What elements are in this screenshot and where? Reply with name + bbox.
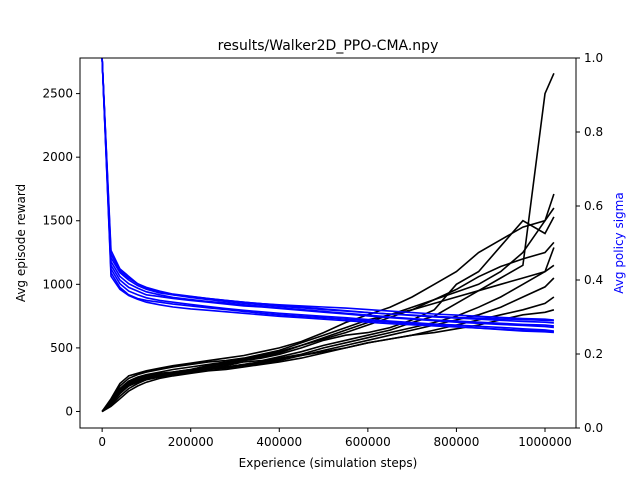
y2-tick-label: 0.0 [584,421,603,435]
x-tick-label: 600000 [345,435,391,449]
sigma-series-line-5 [101,57,555,332]
x-axis-ticks: 0 200000 400000 600000 800000 1000000 [98,428,572,449]
y2-tick-label: 0.4 [584,273,603,287]
y-tick-label: 500 [50,341,73,355]
plot-frame [79,57,577,429]
x-tick-label: 800000 [434,435,480,449]
sigma-series-line-7 [101,57,554,333]
sigma-series-group [101,57,555,334]
y-axis-ticks: 0 500 1000 1500 2000 2500 [42,87,80,418]
reward-series-line-7 [101,207,555,412]
y-tick-label: 1000 [42,277,73,291]
y-axis-label: Avg episode reward [14,184,28,302]
reward-series-line-3 [101,193,555,413]
y2-axis-label: Avg policy sigma [612,192,626,293]
y2-tick-label: 0.2 [584,347,603,361]
reward-series-line-1 [101,216,555,413]
y-tick-label: 1500 [42,214,73,228]
x-tick-label: 200000 [168,435,214,449]
reward-series-line-4 [101,247,555,413]
y2-tick-label: 0.8 [584,125,603,139]
y2-axis-ticks: 0.0 0.2 0.4 0.6 0.8 1.0 [576,51,603,435]
y2-tick-label: 0.6 [584,199,603,213]
x-tick-label: 1000000 [518,435,571,449]
chart-title: results/Walker2D_PPO-CMA.npy [218,38,439,54]
y2-tick-label: 1.0 [584,51,603,65]
sigma-series-line-6 [101,57,554,327]
y-tick-label: 2000 [42,150,73,164]
reward-series-line-9 [101,241,555,413]
x-tick-label: 400000 [256,435,302,449]
y-tick-label: 0 [65,404,73,418]
x-axis-label: Experience (simulation steps) [239,456,418,470]
y-tick-label: 2500 [42,87,73,101]
sigma-series-line-8 [101,57,554,322]
reward-series-line-5 [101,264,555,412]
x-tick-label: 0 [98,435,106,449]
